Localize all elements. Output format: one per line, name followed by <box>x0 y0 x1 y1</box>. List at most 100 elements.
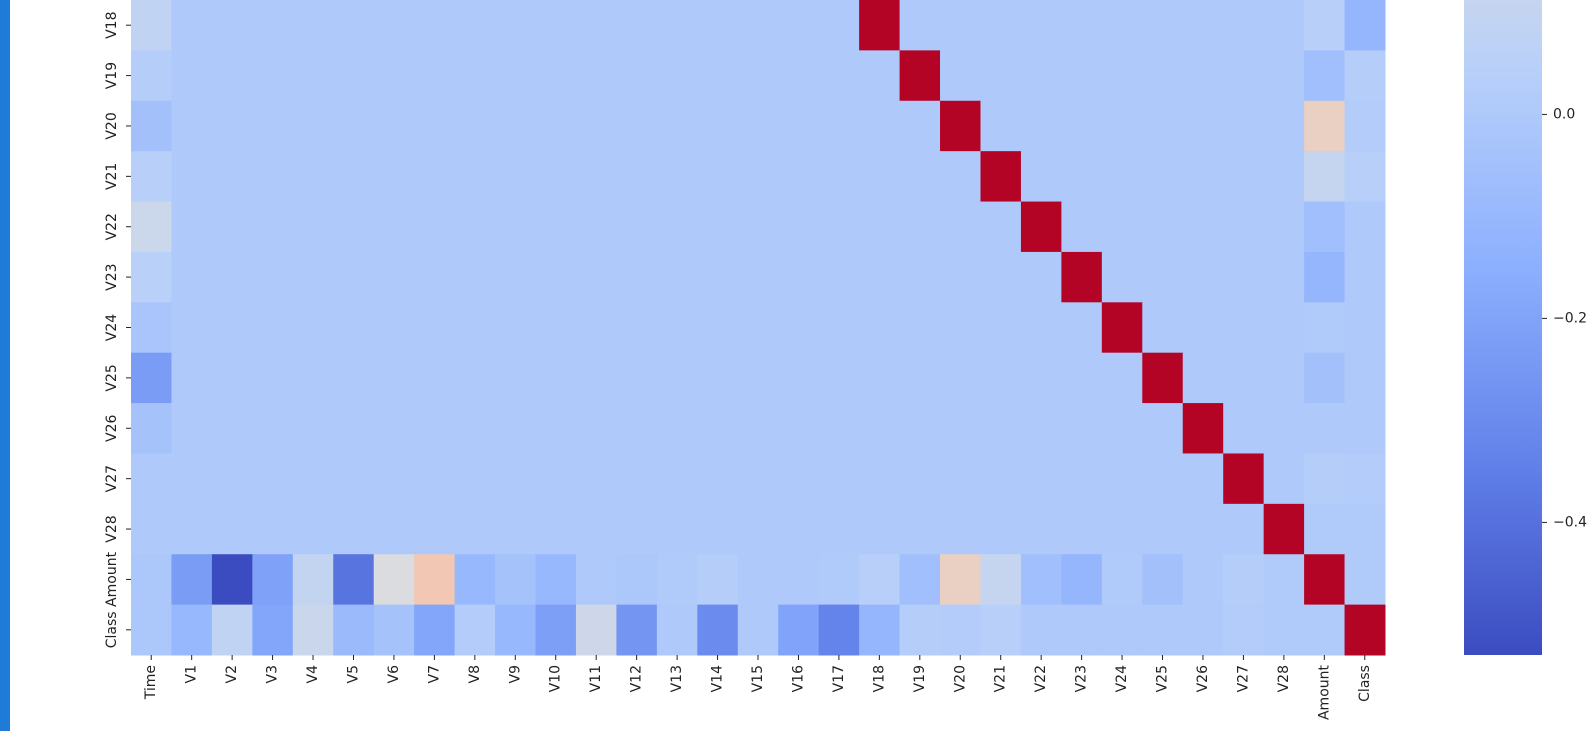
cell <box>899 453 941 505</box>
cell <box>940 352 981 404</box>
cell <box>1142 554 1184 606</box>
cell <box>1304 251 1346 303</box>
cell <box>211 251 253 303</box>
cell <box>899 0 941 51</box>
cell <box>980 604 1022 656</box>
cell <box>1223 201 1265 253</box>
cell <box>980 352 1022 404</box>
cell <box>1182 403 1224 454</box>
cell <box>131 554 172 606</box>
cell <box>1020 604 1062 656</box>
cell <box>697 352 739 404</box>
cell <box>211 604 253 656</box>
cell <box>1142 251 1184 303</box>
cell <box>940 100 981 152</box>
cell <box>292 201 334 253</box>
cell <box>656 604 698 656</box>
cell <box>454 604 496 656</box>
cell <box>778 554 820 606</box>
cell <box>656 453 698 505</box>
cell <box>535 604 577 656</box>
cell <box>575 0 617 51</box>
cell <box>414 302 456 354</box>
cell <box>373 503 415 555</box>
cell <box>535 151 577 203</box>
cell <box>1304 50 1346 102</box>
cell <box>656 251 698 303</box>
cell <box>211 352 253 404</box>
cell <box>1101 403 1143 454</box>
cell <box>1344 503 1386 555</box>
x-tick-label: V25 <box>1155 665 1171 692</box>
cell <box>373 0 415 51</box>
cell <box>1182 604 1224 656</box>
cell <box>1142 201 1184 253</box>
cell <box>980 50 1022 102</box>
cell <box>899 100 941 152</box>
cell <box>1304 503 1346 555</box>
cell <box>778 302 820 354</box>
cell <box>818 302 860 354</box>
x-tick-label: V5 <box>345 665 361 683</box>
cell <box>292 604 334 656</box>
cell <box>940 201 981 253</box>
cell <box>1304 100 1346 152</box>
x-tick-label: V28 <box>1276 665 1292 692</box>
cell <box>818 604 860 656</box>
cell <box>1304 453 1346 505</box>
cell <box>940 302 981 354</box>
cell <box>697 403 739 454</box>
cell <box>414 0 456 51</box>
cell <box>171 352 213 404</box>
cell <box>252 151 294 203</box>
cell <box>737 453 779 505</box>
cell <box>656 302 698 354</box>
cell <box>1061 302 1103 354</box>
cell <box>859 604 901 656</box>
cell <box>859 503 901 555</box>
cell <box>495 251 537 303</box>
cell <box>1061 503 1103 555</box>
x-tick-label: V18 <box>871 665 887 692</box>
cell <box>1101 201 1143 253</box>
x-tick-label: V20 <box>952 665 968 692</box>
colorbar-tick-label: 0.0 <box>1553 106 1575 122</box>
cell <box>818 251 860 303</box>
cell <box>454 151 496 203</box>
cell <box>171 453 213 505</box>
cell <box>818 0 860 51</box>
cell <box>1182 201 1224 253</box>
cell <box>414 251 456 303</box>
x-tick-label: Time <box>143 665 159 700</box>
cell <box>575 554 617 606</box>
cell <box>252 403 294 454</box>
cell <box>980 151 1022 203</box>
cell <box>899 302 941 354</box>
cell <box>211 503 253 555</box>
cell <box>980 0 1022 51</box>
cell <box>535 453 577 505</box>
cell <box>131 352 172 404</box>
cell <box>859 352 901 404</box>
cell <box>171 151 213 203</box>
cell <box>737 100 779 152</box>
cell <box>1223 352 1265 404</box>
cell <box>859 251 901 303</box>
cell <box>1304 201 1346 253</box>
cell <box>1223 151 1265 203</box>
cell <box>1223 604 1265 656</box>
cell <box>211 403 253 454</box>
cell <box>1344 554 1386 606</box>
cell <box>899 554 941 606</box>
cell <box>131 453 172 505</box>
cell <box>333 151 375 203</box>
x-tick-label: V14 <box>710 665 726 692</box>
cell <box>211 453 253 505</box>
cell <box>1182 50 1224 102</box>
x-tick-label: V13 <box>669 665 685 692</box>
cell <box>414 554 456 606</box>
cell <box>1263 302 1305 354</box>
cell <box>1304 554 1346 606</box>
cell <box>171 201 213 253</box>
cell <box>1101 302 1143 354</box>
